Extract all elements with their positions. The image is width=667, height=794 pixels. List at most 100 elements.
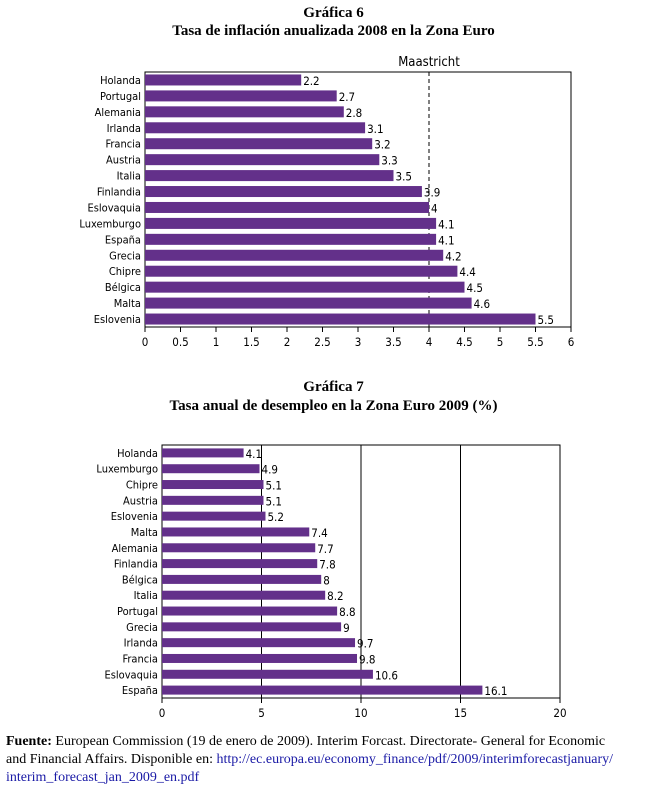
chart7-value-label: 9.8 [359,652,375,666]
chart6-bar [145,297,472,309]
chart7-subtitle: Tasa anual de desempleo en la Zona Euro … [169,398,498,414]
chart7-value-label: 9.7 [357,637,373,651]
source-link[interactable]: http://ec.europa.eu/economy_finance/pdf/… [216,752,614,767]
chart6-category-label: Francia [105,138,141,151]
chart7-category-label: Chipre [126,479,158,492]
chart7-bar [162,448,244,458]
chart6-value-label: 4 [431,201,438,215]
chart6-bar [145,201,429,213]
chart6-value-label: 2.7 [339,90,355,104]
chart6-value-label: 4.5 [467,281,483,295]
chart7-category-label: Holanda [117,447,158,460]
chart6-tick-label: 4 [426,335,433,349]
chart7-tick-label: 15 [454,706,467,720]
chart7-tick-label: 10 [354,706,367,720]
chart7-bar [162,495,264,505]
chart6-bar [145,170,394,182]
chart6-bar [145,90,337,102]
chart7-bar [162,574,322,584]
chart6-tick-label: 3.5 [385,335,401,349]
chart7-value-label: 9 [343,621,350,635]
chart6-category-label: Eslovenia [94,313,141,326]
chart7-bar [162,559,318,569]
chart7-category-label: España [122,684,158,697]
chart7-value-label: 8.2 [327,589,343,603]
chart6-tick-label: 4.5 [456,335,472,349]
source-line-1: Fuente: European Commission (19 de enero… [6,733,667,751]
chart6-bar [145,106,344,118]
chart6-category-label: Portugal [100,90,141,103]
chart7-bar [162,543,316,553]
chart7-category-label: Grecia [126,621,158,634]
chart6-value-label: 3.9 [424,186,440,200]
chart6-bar [145,313,536,325]
chart6-bar [145,233,437,245]
chart6-bar [145,265,458,277]
source-note: Fuente: European Commission (19 de enero… [6,733,667,787]
chart6-value-label: 3.1 [367,122,383,136]
chart6-value-label: 3.5 [396,170,412,184]
source-label: Fuente: [6,734,52,749]
chart6-category-label: Bélgica [105,281,141,294]
chart6-maastricht-label: Maastricht [398,55,460,70]
chart7-bar [162,622,342,632]
chart7-tick-label: 20 [553,706,566,720]
chart6-bar [145,138,373,150]
chart7-bar [162,527,310,537]
chart7-value-label: 7.7 [317,542,333,556]
chart6-plot: Maastricht Holanda 2.2 Portugal 2.7 Alemania 2… [79,55,574,349]
chart7-tick-label: 5 [258,706,265,720]
chart6-category-label: Italia [117,170,141,183]
chart6-value-label: 4.1 [438,233,454,247]
chart6-value-label: 3.3 [381,154,397,168]
chart6-category-label: Irlanda [107,122,141,135]
chart6-value-label: 2.8 [346,106,362,120]
chart7-category-label: Malta [131,526,158,539]
chart7-value-label: 7.8 [319,558,335,572]
chart6-category-label: Finlandia [97,186,141,199]
chart6-bar [145,217,437,229]
chart6-value-label: 2.2 [303,74,319,88]
chart6-value-label: 4.4 [459,265,475,279]
chart6-category-label: España [105,233,141,246]
chart7-value-label: 4.9 [262,463,278,477]
chart7-bar [162,685,483,695]
chart7-category-label: Eslovenia [111,510,158,523]
chart6-tick-label: 3 [355,335,362,349]
chart6-tick-label: 2 [284,335,291,349]
chart7-value-label: 7.4 [311,526,327,540]
chart7-value-label: 5.1 [265,494,281,508]
chart7-title: Gráfica 7 [303,379,364,395]
chart7-category-label: Alemania [112,542,158,555]
chart7-value-label: 16.1 [484,684,507,698]
chart6-value-label: 3.2 [374,138,390,152]
chart6-category-label: Grecia [109,249,141,262]
source-text-2: and Financial Affairs. Disponible en: [6,752,217,767]
chart6-tick-label: 1.5 [243,335,259,349]
chart6-category-label: Holanda [100,74,141,87]
chart6-category-label: Alemania [95,106,141,119]
chart6-tick-label: 5.5 [527,335,543,349]
chart7-bar [162,669,373,679]
chart7-category-label: Bélgica [122,573,158,586]
chart7-bar [162,480,264,490]
chart7-category-label: Luxemburgo [96,463,158,476]
chart6-category-label: Chipre [109,265,141,278]
chart7-value-label: 8.8 [339,605,355,619]
chart7-category-label: Francia [122,652,158,665]
chart6-category-label: Austria [106,154,141,167]
chart7-category-label: Irlanda [124,637,158,650]
chart6-bar [145,186,422,198]
chart7-plot: Holanda 4.1 Luxemburgo 4.9 Chipre 5.1 Austria 5… [96,444,567,720]
chart6-category-label: Luxemburgo [79,217,141,230]
chart7-bar [162,606,338,616]
chart6-bar [145,249,444,261]
chart7-tick-label: 0 [159,706,166,720]
chart6-bar [145,281,465,293]
source-link-continued[interactable]: interim_forecast_jan_2009_en.pdf [6,770,200,785]
source-line-3: interim_forecast_jan_2009_en.pdf [6,769,667,787]
source-text: European Commission (19 de enero de 2009… [51,734,606,749]
chart6-subtitle: Tasa de inflación anualizada 2008 en la … [172,23,495,39]
chart6-category-label: Malta [114,297,141,310]
chart6-title: Gráfica 6 [303,5,364,21]
